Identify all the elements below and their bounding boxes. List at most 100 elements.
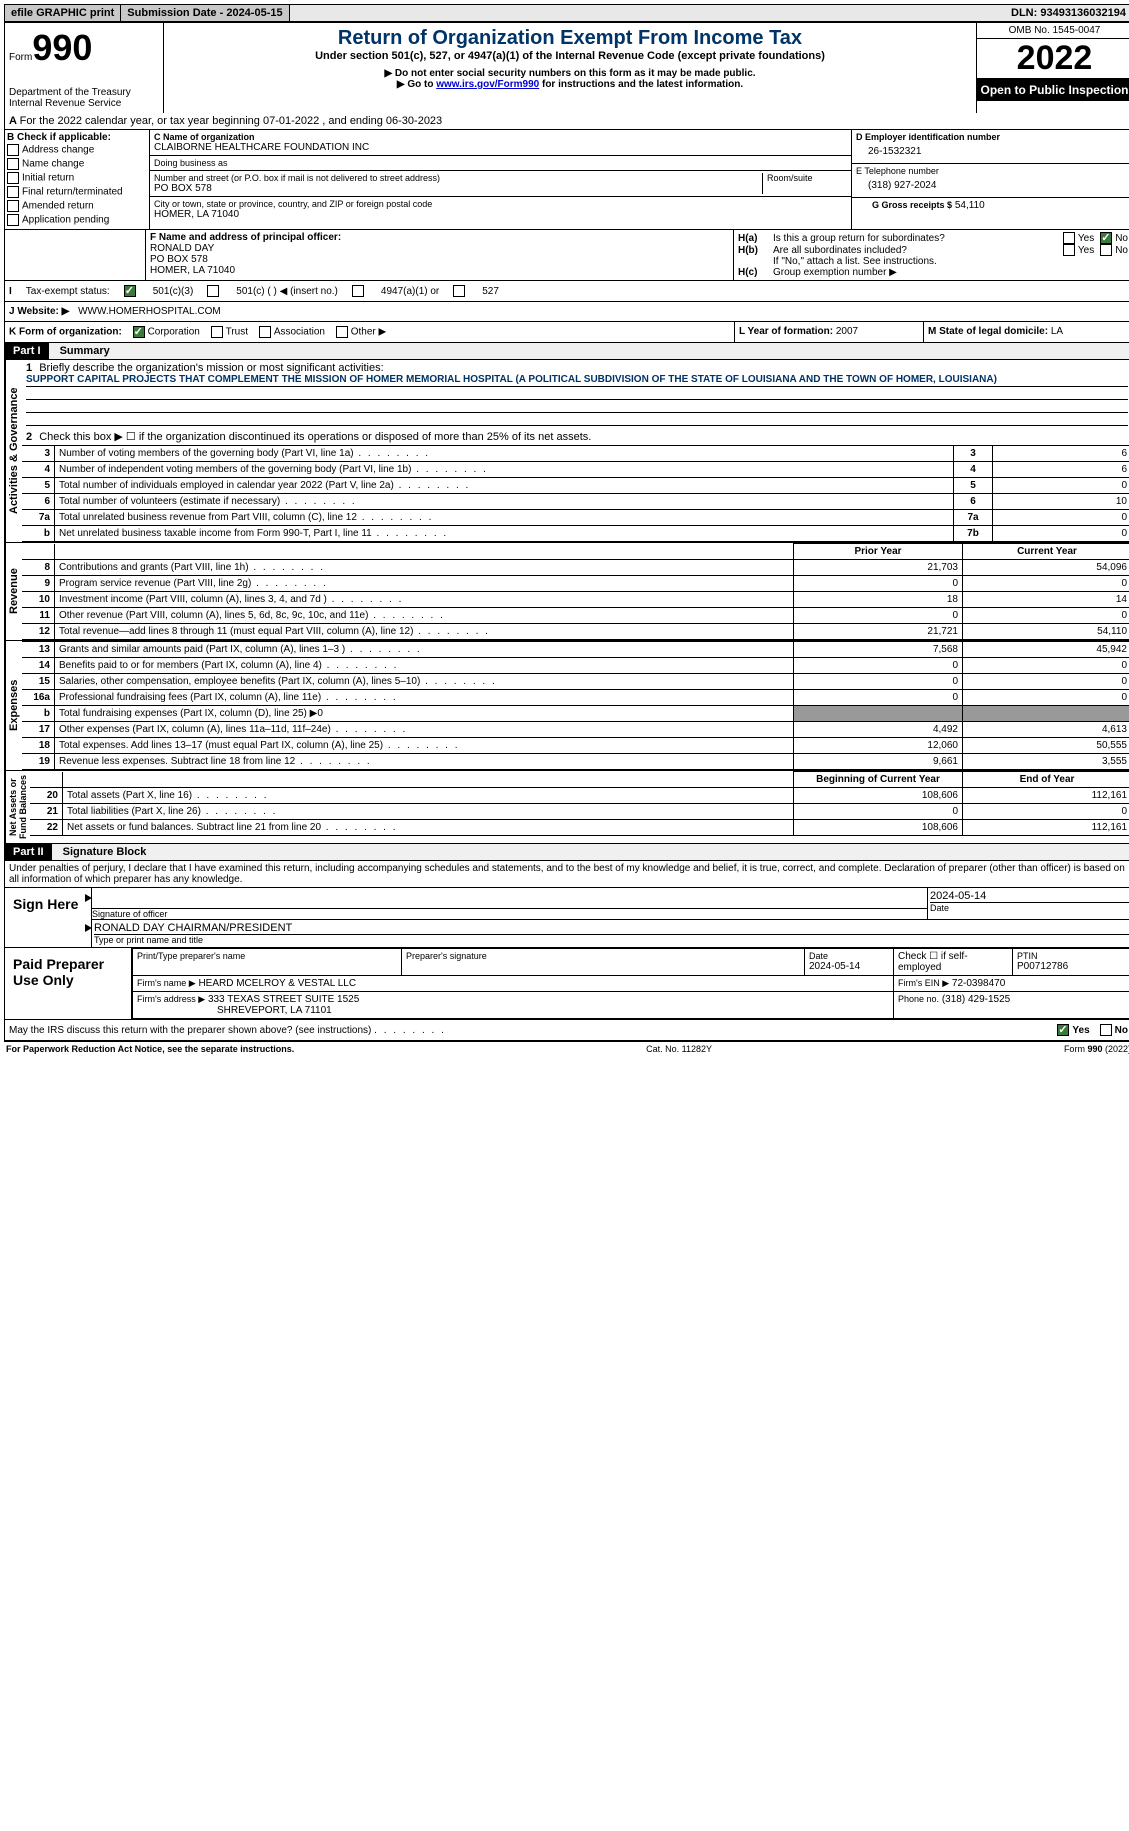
firm-name: HEARD MCELROY & VESTAL LLC [198,978,356,989]
ein-value: 26-1532321 [856,142,1128,161]
subdate: 2024-05-15 [226,7,282,19]
discuss-no-label: No [1115,1025,1128,1036]
row-i: I Tax-exempt status: 501(c)(3) 501(c) ( … [4,281,1129,302]
c-dba-cell: Doing business as [150,156,851,171]
block-l: L Year of formation: 2007 [735,322,924,342]
hb-label: H(b) [738,245,773,256]
cb-trust[interactable] [211,326,223,338]
discuss-yes[interactable] [1057,1024,1069,1036]
sign-here-label: Sign Here [5,888,91,947]
cb-501c[interactable] [207,285,219,297]
col-begin: Beginning of Current Year [794,772,963,788]
ha-yes-label: Yes [1078,233,1094,244]
501c3-label: 501(c)(3) [153,286,194,297]
cb-amended[interactable]: Amended return [7,199,147,213]
cb-initial[interactable]: Initial return [7,171,147,185]
gov-row: 5 Total number of individuals employed i… [22,478,1129,494]
cb-pending[interactable]: Application pending [7,213,147,227]
ptin-label: PTIN [1017,951,1127,961]
col-prior: Prior Year [794,544,963,560]
line1-label: Briefly describe the organization's miss… [39,362,383,374]
prep-name-label: Print/Type preparer's name [137,951,397,961]
cb-address-label: Address change [22,145,94,156]
e-label: E Telephone number [856,166,1128,176]
exp-table: 13 Grants and similar amounts paid (Part… [22,641,1129,770]
cb-name[interactable]: Name change [7,157,147,171]
part1-header: Part I [5,343,49,359]
prep-phone: (318) 429-1525 [942,994,1010,1005]
section-exp: Expenses 13 Grants and similar amounts p… [4,641,1129,771]
year-formation: 2007 [836,326,858,337]
sig-arrow-icon [85,894,92,902]
data-row: 10 Investment income (Part VIII, column … [22,592,1129,608]
ha-label: H(a) [738,233,773,244]
entity-block: B Check if applicable: Address change Na… [4,130,1129,230]
cb-address[interactable]: Address change [7,143,147,157]
e-phone-cell: E Telephone number (318) 927-2024 [852,164,1129,198]
top-bar: efile GRAPHIC print Submission Date - 20… [4,4,1129,22]
firm-addr2: SHREVEPORT, LA 71101 [217,1005,332,1016]
ha-text: Is this a group return for subordinates? [773,233,1063,244]
street-label: Number and street (or P.O. box if mail i… [154,173,762,183]
cb-final[interactable]: Final return/terminated [7,185,147,199]
firm-addr1: 333 TEXAS STREET SUITE 1525 [208,994,359,1005]
sign-here-block: Sign Here Signature of officer 2024-05-1… [4,888,1129,948]
note-ssn: ▶ Do not enter social security numbers o… [168,68,972,79]
part2-header: Part II [5,844,52,860]
l-label: L Year of formation: [739,326,833,337]
k-label: K Form of organization: [9,327,122,338]
header-right: OMB No. 1545-0047 2022 Open to Public In… [977,23,1129,113]
firm-addr-label: Firm's address ▶ [137,994,205,1004]
row-period: A For the 2022 calendar year, or tax yea… [4,113,1129,130]
hb-yes[interactable] [1063,244,1075,256]
open-public: Open to Public Inspection [977,79,1129,101]
cb-assoc[interactable] [259,326,271,338]
header-left: Form990 Department of the Treasury Inter… [5,23,164,113]
ha-no-label: No [1115,233,1128,244]
ha-yes[interactable] [1063,232,1075,244]
section-rev: Revenue Prior Year Current Year 8 Contri… [4,543,1129,641]
ha-no[interactable] [1100,232,1112,244]
data-row: 22 Net assets or fund balances. Subtract… [30,820,1129,836]
cb-501c3[interactable] [124,285,136,297]
officer-typed: RONALD DAY CHAIRMAN/PRESIDENT [94,922,1129,934]
footer: For Paperwork Reduction Act Notice, see … [4,1041,1129,1056]
data-row: 13 Grants and similar amounts paid (Part… [22,642,1129,658]
data-row: 12 Total revenue—add lines 8 through 11 … [22,624,1129,640]
website-value: WWW.HOMERHOSPITAL.COM [78,306,221,317]
gov-row: 7a Total unrelated business revenue from… [22,510,1129,526]
gov-table: 3 Number of voting members of the govern… [22,445,1129,542]
hb-no[interactable] [1100,244,1112,256]
sig-date-label: Date [930,902,1129,913]
note-goto: ▶ Go to www.irs.gov/Form990 for instruct… [168,79,972,90]
data-row: 8 Contributions and grants (Part VIII, l… [22,560,1129,576]
discuss-text: May the IRS discuss this return with the… [9,1025,1057,1036]
d-label: D Employer identification number [856,132,1128,142]
col-current: Current Year [963,544,1129,560]
527-label: 527 [482,286,499,297]
cb-corp[interactable] [133,326,145,338]
b-label: B Check if applicable: [7,132,147,143]
fh-row: F Name and address of principal officer:… [4,230,1129,281]
cb-other[interactable] [336,326,348,338]
officer-name: RONALD DAY [150,243,729,254]
data-row: 18 Total expenses. Add lines 13–17 (must… [22,738,1129,754]
prep-sig-label: Preparer's signature [406,951,800,961]
cb-4947[interactable] [352,285,364,297]
officer-addr2: HOMER, LA 71040 [150,265,729,276]
data-row: 11 Other revenue (Part VIII, column (A),… [22,608,1129,624]
col-end: End of Year [963,772,1129,788]
discuss-no[interactable] [1100,1024,1112,1036]
section-gov: Activities & Governance 1 Briefly descri… [4,360,1129,543]
part2-bar: Part II Signature Block [4,844,1129,861]
sig-date-cell: 2024-05-14 Date [927,888,1129,919]
cb-527[interactable] [453,285,465,297]
data-row: 17 Other expenses (Part IX, column (A), … [22,722,1129,738]
line2-wrap: 2 Check this box ▶ ☐ if the organization… [22,428,1129,445]
irs-link[interactable]: www.irs.gov/Form990 [436,79,539,90]
side-net: Net Assets or Fund Balances [5,771,30,843]
block-f: F Name and address of principal officer:… [146,230,734,280]
note2-pre: ▶ Go to [397,79,436,90]
irs-label: Internal Revenue Service [9,98,159,109]
data-row: 20 Total assets (Part X, line 16) 108,60… [30,788,1129,804]
